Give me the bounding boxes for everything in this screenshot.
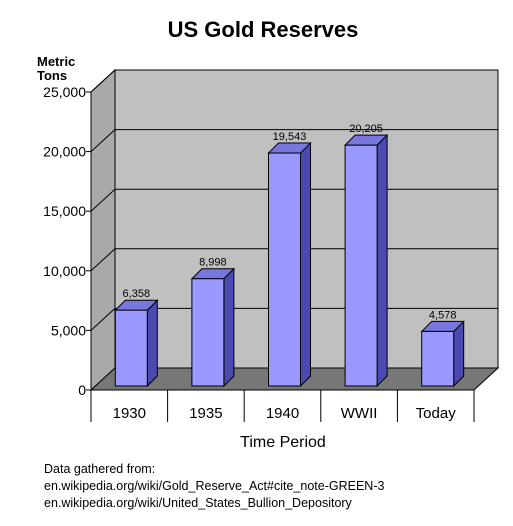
side-wall (90, 68, 116, 392)
bar-side (146, 299, 158, 388)
gridline-side (90, 308, 116, 331)
data-label: 19,543 (273, 131, 307, 143)
y-tick-label: 10,000 (43, 263, 86, 279)
chart-title: US Gold Reserves (168, 17, 359, 42)
data-label: 8,998 (199, 257, 227, 269)
gridline-side (90, 69, 116, 93)
x-tick-label: 1930 (113, 405, 146, 422)
bar (191, 278, 225, 387)
gridline-side (90, 129, 116, 152)
x-tick-label: 1940 (266, 405, 299, 422)
x-tick-label: WWII (341, 405, 378, 422)
data-source-note: Data gathered from: en.wikipedia.org/wik… (44, 461, 384, 512)
note-line-3: en.wikipedia.org/wiki/United_States_Bull… (44, 496, 352, 510)
y-tick-label: 15,000 (43, 203, 86, 219)
bar-side (453, 320, 465, 388)
gridline-side (90, 248, 116, 272)
gridline-side (90, 188, 116, 212)
note-line-2: en.wikipedia.org/wiki/Gold_Reserve_Act#c… (44, 479, 385, 493)
data-label: 4,578 (429, 309, 457, 321)
bar (421, 330, 455, 387)
y-tick-label: 20,000 (43, 144, 86, 160)
bar (344, 144, 378, 387)
bar (114, 309, 148, 387)
note-line-1: Data gathered from: (44, 462, 156, 476)
y-axis-label-line1: Metric (37, 54, 75, 69)
y-tick-label: 5,000 (51, 322, 86, 338)
bar-side (300, 141, 311, 388)
plot-area: 0 5,000 10,000 15,000 20,000 25,000 1930 1935 19… (43, 68, 500, 422)
data-label: 20,205 (349, 123, 383, 135)
y-tick-label: 0 (78, 382, 86, 398)
bar-side (376, 133, 388, 388)
x-tick-label: Today (416, 405, 457, 422)
x-axis-label: Time Period (240, 434, 326, 451)
data-label: 6,358 (123, 288, 151, 300)
bar (268, 152, 301, 387)
y-axis-label-line2: Tons (37, 68, 67, 83)
bar-side (223, 267, 235, 388)
y-tick-label: 25,000 (43, 84, 86, 100)
x-tick-label: 1935 (189, 405, 222, 422)
